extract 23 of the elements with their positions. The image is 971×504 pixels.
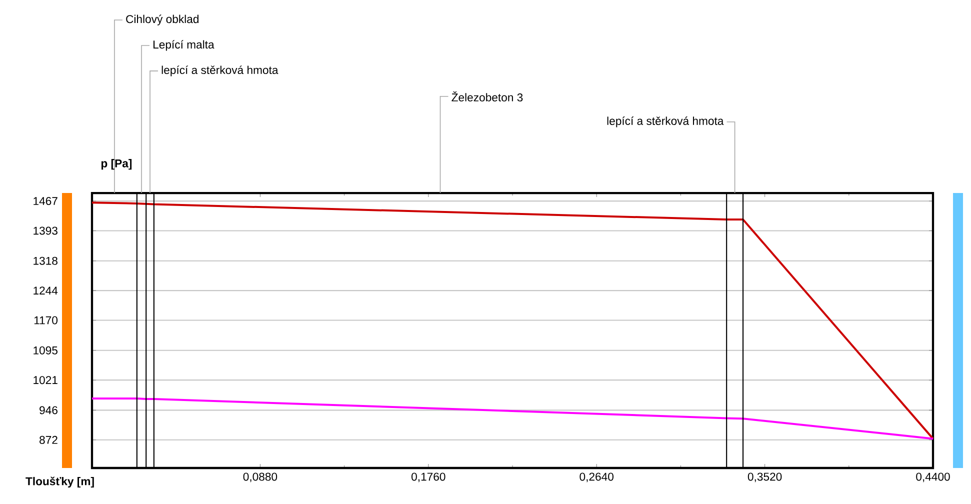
y-tick-label: 1393 [34,226,58,235]
text: lepící a stěrková hmota [607,116,724,128]
y-tick-label: 1318 [34,256,58,265]
line-series [91,398,934,440]
y-tick-label: 872 [40,436,58,444]
text: lepící a stěrková hmota [162,66,278,76]
y-tick-label: 946 [40,406,58,414]
x-tick-label: 0,0880 [243,472,278,482]
x-tick-label: 0,4400 [916,472,950,482]
y-axis-title: p [Pa] [101,159,132,170]
text: Cihlový obklad [126,14,198,26]
x-tick-label: 0,2640 [580,472,614,482]
y-tick-label: 1021 [34,376,58,384]
line-series [91,202,934,440]
y-tick-label: 1170 [34,316,58,324]
text: Lepící malta [153,40,214,51]
y-tick-label: 1095 [34,346,58,354]
y-tick-label: 1244 [34,286,58,295]
x-tick-label: 0,1760 [412,472,446,482]
y-tick-label: 1467 [34,197,58,206]
x-axis-title: Tloušťky [m] [26,476,94,488]
x-tick-label: 0,3520 [748,472,782,482]
text: Železobeton 3 [452,91,523,102]
